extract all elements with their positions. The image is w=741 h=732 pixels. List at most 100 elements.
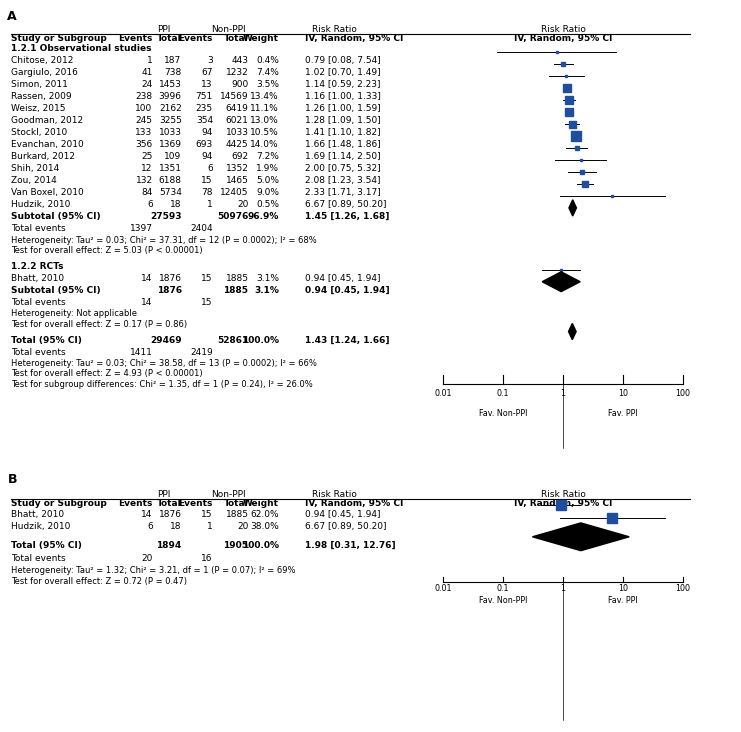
Text: 1.2.1 Observational studies: 1.2.1 Observational studies (11, 44, 152, 53)
Text: 1352: 1352 (225, 164, 248, 173)
Text: 738: 738 (165, 68, 182, 77)
Text: Heterogeneity: Tau² = 0.03; Chi² = 38.58, df = 13 (P = 0.0002); I² = 66%: Heterogeneity: Tau² = 0.03; Chi² = 38.58… (11, 359, 317, 368)
Text: Fav. PPI: Fav. PPI (608, 409, 638, 418)
Text: 52861: 52861 (217, 336, 248, 345)
Text: 3: 3 (207, 56, 213, 65)
Text: Heterogeneity: Not applicable: Heterogeneity: Not applicable (11, 310, 137, 318)
Text: Events: Events (119, 34, 153, 42)
Text: 100: 100 (675, 584, 691, 593)
Text: 3.5%: 3.5% (256, 80, 279, 89)
Text: Fav. Non-PPI: Fav. Non-PPI (479, 409, 527, 418)
Text: 18: 18 (170, 200, 182, 209)
Text: 100: 100 (136, 104, 153, 113)
Text: 6: 6 (147, 522, 153, 531)
Text: 0.94 [0.45, 1.94]: 0.94 [0.45, 1.94] (305, 274, 381, 283)
Text: 0.4%: 0.4% (256, 56, 279, 65)
Text: 1: 1 (147, 56, 153, 65)
Text: Study or Subgroup: Study or Subgroup (11, 499, 107, 508)
Text: 6.67 [0.89, 50.20]: 6.67 [0.89, 50.20] (305, 522, 387, 531)
Text: 1894: 1894 (156, 541, 182, 550)
Text: 238: 238 (136, 92, 153, 101)
Text: 0.1: 0.1 (496, 584, 509, 593)
Text: 6: 6 (147, 200, 153, 209)
Text: 1411: 1411 (130, 348, 153, 356)
Text: 3996: 3996 (159, 92, 182, 101)
Text: 10.5%: 10.5% (250, 128, 279, 137)
Text: 1: 1 (560, 584, 565, 593)
Text: 1: 1 (207, 522, 213, 531)
Text: 1.66 [1.48, 1.86]: 1.66 [1.48, 1.86] (305, 140, 381, 149)
Text: 1876: 1876 (159, 274, 182, 283)
Text: 78: 78 (202, 188, 213, 197)
Text: 751: 751 (196, 92, 213, 101)
Text: PPI: PPI (157, 490, 170, 498)
Text: 3.1%: 3.1% (254, 286, 279, 295)
Text: Gargiulo, 2016: Gargiulo, 2016 (11, 68, 78, 77)
Text: 7.4%: 7.4% (256, 68, 279, 77)
Text: 2.00 [0.75, 5.32]: 2.00 [0.75, 5.32] (305, 164, 381, 173)
Text: 29469: 29469 (150, 336, 182, 345)
Text: 14.0%: 14.0% (250, 140, 279, 149)
Text: Stockl, 2010: Stockl, 2010 (11, 128, 67, 137)
Text: 13.0%: 13.0% (250, 116, 279, 125)
Text: Fav. Non-PPI: Fav. Non-PPI (479, 596, 527, 605)
Text: Total: Total (157, 499, 182, 508)
Text: Heterogeneity: Tau² = 1.32; Chi² = 3.21, df = 1 (P = 0.07); I² = 69%: Heterogeneity: Tau² = 1.32; Chi² = 3.21,… (11, 566, 296, 575)
Text: 0.94 [0.45, 1.94]: 0.94 [0.45, 1.94] (305, 286, 390, 295)
Text: 1.41 [1.10, 1.82]: 1.41 [1.10, 1.82] (305, 128, 381, 137)
Text: Total (95% CI): Total (95% CI) (11, 541, 82, 550)
Text: 2404: 2404 (190, 224, 213, 233)
Text: Van Boxel, 2010: Van Boxel, 2010 (11, 188, 84, 197)
Text: 2.33 [1.71, 3.17]: 2.33 [1.71, 3.17] (305, 188, 381, 197)
Text: Study or Subgroup: Study or Subgroup (11, 34, 107, 42)
Text: 14: 14 (142, 298, 153, 307)
Text: Total (95% CI): Total (95% CI) (11, 336, 82, 345)
Text: Hudzik, 2010: Hudzik, 2010 (11, 200, 70, 209)
Text: Bhatt, 2010: Bhatt, 2010 (11, 509, 64, 519)
Text: 245: 245 (136, 116, 153, 125)
Text: Weight: Weight (243, 34, 279, 42)
Text: 6.67 [0.89, 50.20]: 6.67 [0.89, 50.20] (305, 200, 387, 209)
Text: Total: Total (157, 34, 182, 42)
Text: 38.0%: 38.0% (250, 522, 279, 531)
Text: 1885: 1885 (225, 274, 248, 283)
Text: Heterogeneity: Tau² = 0.03; Chi² = 37.31, df = 12 (P = 0.0002); I² = 68%: Heterogeneity: Tau² = 0.03; Chi² = 37.31… (11, 236, 317, 244)
Text: 16: 16 (202, 554, 213, 563)
Text: 1876: 1876 (159, 509, 182, 519)
Text: 15: 15 (202, 298, 213, 307)
Text: 100.0%: 100.0% (242, 541, 279, 550)
Text: 1351: 1351 (159, 164, 182, 173)
Text: 15: 15 (202, 274, 213, 283)
Text: Total events: Total events (11, 298, 66, 307)
Polygon shape (568, 324, 576, 340)
Text: 14: 14 (142, 274, 153, 283)
Text: 6021: 6021 (225, 116, 248, 125)
Text: Test for overall effect: Z = 0.72 (P = 0.47): Test for overall effect: Z = 0.72 (P = 0… (11, 577, 187, 586)
Text: 3.1%: 3.1% (256, 274, 279, 283)
Text: 0.1: 0.1 (496, 389, 509, 398)
Text: 1.9%: 1.9% (256, 164, 279, 173)
Text: 12405: 12405 (220, 188, 248, 197)
Text: 96.9%: 96.9% (247, 212, 279, 221)
Text: Burkard, 2012: Burkard, 2012 (11, 152, 75, 161)
Text: 100: 100 (675, 389, 691, 398)
Text: 94: 94 (202, 128, 213, 137)
Text: 1.98 [0.31, 12.76]: 1.98 [0.31, 12.76] (305, 541, 396, 550)
Text: A: A (7, 10, 17, 23)
Polygon shape (569, 200, 576, 216)
Text: 20: 20 (142, 554, 153, 563)
Text: 1033: 1033 (159, 128, 182, 137)
Text: Test for overall effect: Z = 5.03 (P < 0.00001): Test for overall effect: Z = 5.03 (P < 0… (11, 246, 203, 255)
Text: 0.79 [0.08, 7.54]: 0.79 [0.08, 7.54] (305, 56, 381, 65)
Text: 1885: 1885 (224, 286, 248, 295)
Text: 1369: 1369 (159, 140, 182, 149)
Text: 1.26 [1.00, 1.59]: 1.26 [1.00, 1.59] (305, 104, 381, 113)
Text: Zou, 2014: Zou, 2014 (11, 176, 57, 185)
Text: Test for overall effect: Z = 4.93 (P < 0.00001): Test for overall effect: Z = 4.93 (P < 0… (11, 370, 203, 378)
Text: 1885: 1885 (225, 509, 248, 519)
Text: 1.2.2 RCTs: 1.2.2 RCTs (11, 262, 64, 271)
Text: 10: 10 (618, 584, 628, 593)
Text: 100.0%: 100.0% (242, 336, 279, 345)
Text: 20: 20 (237, 200, 248, 209)
Text: IV, Random, 95% CI: IV, Random, 95% CI (305, 34, 404, 42)
